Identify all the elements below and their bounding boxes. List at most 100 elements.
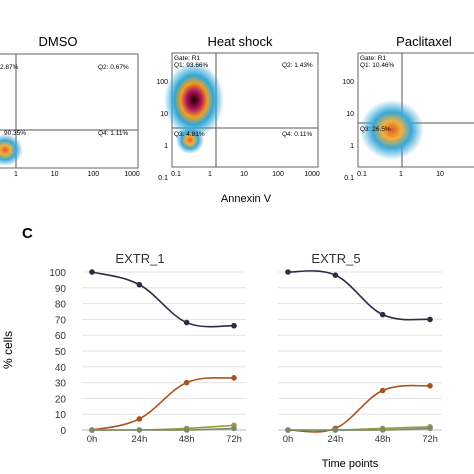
series-line	[91, 376, 235, 431]
flow-xlabel: Annexin V	[221, 193, 272, 205]
x-tick-label: 10	[436, 171, 444, 178]
data-point	[332, 427, 339, 433]
cell-density	[176, 126, 204, 154]
panel-c: C % cells Time points EXTR_1 0 10 20 30 40 50 6…	[1, 225, 442, 470]
x-tick-label: 1	[208, 171, 212, 178]
x-tick-label: 0.1	[357, 171, 367, 178]
x-tick-label: 100	[87, 171, 99, 178]
q2-label: Q2: 0.67%	[98, 64, 129, 71]
data-point	[136, 427, 143, 433]
y-tick-label: 100	[342, 79, 354, 86]
y-axis-label: % cells	[1, 331, 15, 369]
y-tick-label: 10	[160, 111, 168, 118]
data-point	[379, 427, 386, 433]
plot-frame	[0, 53, 139, 169]
x-tick-label: 10	[240, 171, 248, 178]
series-line	[91, 271, 235, 328]
flow-plot-dmso: DMSO 2.87% Q2: 0.67% 90.35% Q4: 1.11% 1 1…	[0, 34, 140, 178]
x-axis-label: Time points	[322, 458, 379, 470]
y-ticks: 100 10 1 0.1	[342, 79, 354, 182]
q4-label: Q4: 0.11%	[282, 131, 312, 138]
data-point	[89, 269, 95, 275]
x-tick-label: 1000	[304, 171, 320, 178]
x-tick-label: 24h	[327, 434, 343, 445]
flow-title: Heat shock	[207, 34, 273, 49]
data-point	[285, 269, 291, 275]
x-tick-label: 1000	[124, 171, 140, 178]
data-point	[136, 416, 143, 422]
data-point	[379, 387, 386, 394]
y-tick-label: 100	[49, 268, 66, 279]
panel-label: C	[22, 225, 33, 242]
series-line	[287, 384, 431, 433]
q2-label: Q2: 1.43%	[282, 62, 313, 69]
data-point	[427, 316, 433, 323]
x-ticks: 0.1 1 10	[357, 171, 444, 178]
data-point	[136, 281, 143, 288]
flow-title: Paclitaxel	[396, 34, 452, 49]
y-tick-label: 70	[55, 315, 67, 326]
data-point	[427, 382, 433, 389]
flow-plot-paclitaxel: Paclitaxel Gate: R1 Q1: 10.46% Q3: 26.5%…	[342, 34, 474, 182]
x-tick-label: 0h	[283, 434, 294, 445]
data-point	[427, 425, 433, 432]
y-tick-label: 0.1	[344, 175, 354, 182]
q4-label: Q4: 1.11%	[98, 130, 128, 137]
q3-label: Q3: 4.81%	[174, 131, 205, 138]
q1-label: 2.87%	[0, 64, 19, 71]
data-point	[183, 379, 190, 386]
x-tick-label: 24h	[131, 434, 147, 445]
x-tick-label: 100	[272, 171, 284, 178]
data-point	[89, 427, 95, 433]
x-tick-label: 72h	[226, 434, 242, 445]
gate-label: Gate: R1	[360, 55, 386, 62]
gate-label: Gate: R1	[174, 55, 200, 62]
flow-title: DMSO	[39, 34, 78, 49]
chart-title: EXTR_1	[115, 251, 164, 266]
y-tick-label: 30	[55, 379, 67, 390]
data-point	[285, 427, 291, 433]
x-tick-label: 0h	[87, 434, 98, 445]
q3-label: 90.35%	[4, 130, 26, 137]
x-tick-label: 10	[51, 171, 59, 178]
y-tick-label: 60	[55, 331, 67, 342]
q3-label: Q3: 26.5%	[360, 126, 391, 133]
line-chart-extr-5: EXTR_5 0h 24h 48h 72h	[278, 251, 442, 445]
x-tick-label: 48h	[375, 434, 391, 445]
y-tick-label: 0.1	[158, 175, 168, 182]
series-line	[288, 427, 431, 431]
y-tick-label: 20	[55, 394, 67, 405]
data-point	[231, 375, 237, 381]
q1-label: Q1: 10.46%	[360, 62, 395, 69]
x-ticks: 0.1 1 10 100 1000	[171, 171, 320, 178]
x-tick-label: 72h	[422, 434, 438, 445]
x-tick-label: 1	[399, 171, 403, 178]
y-tick-label: 50	[55, 347, 67, 358]
y-tick-label: 40	[55, 363, 67, 374]
y-tick-label: 10	[55, 410, 67, 421]
x-tick-label: 1	[14, 171, 18, 178]
cell-density	[360, 100, 424, 160]
data-point	[379, 311, 386, 318]
data-point	[183, 319, 190, 326]
q1-label: Q1: 93.66%	[174, 62, 209, 69]
y-tick-label: 0	[60, 426, 66, 437]
y-tick-label: 1	[164, 143, 168, 150]
data-point	[183, 427, 190, 433]
cell-density	[164, 62, 224, 138]
x-tick-label: 0.1	[171, 171, 181, 178]
y-tick-label: 1	[350, 143, 354, 150]
data-point	[332, 272, 339, 278]
series-line	[92, 427, 235, 431]
line-chart-extr-1: EXTR_1 0 10 20 30 40 50 60 70 80 90 100 0h 24h 48h 72h	[49, 251, 246, 445]
data-point	[231, 322, 237, 329]
data-point	[231, 425, 237, 432]
flow-plot-heat-shock: Heat shock Gate: R1 Q1: 93.66% Q2: 1.43%…	[156, 34, 320, 182]
y-tick-label: 10	[346, 111, 354, 118]
y-tick-label: 100	[156, 79, 168, 86]
series-line	[287, 270, 431, 321]
x-tick-label: 48h	[179, 434, 195, 445]
chart-title: EXTR_5	[311, 251, 360, 266]
